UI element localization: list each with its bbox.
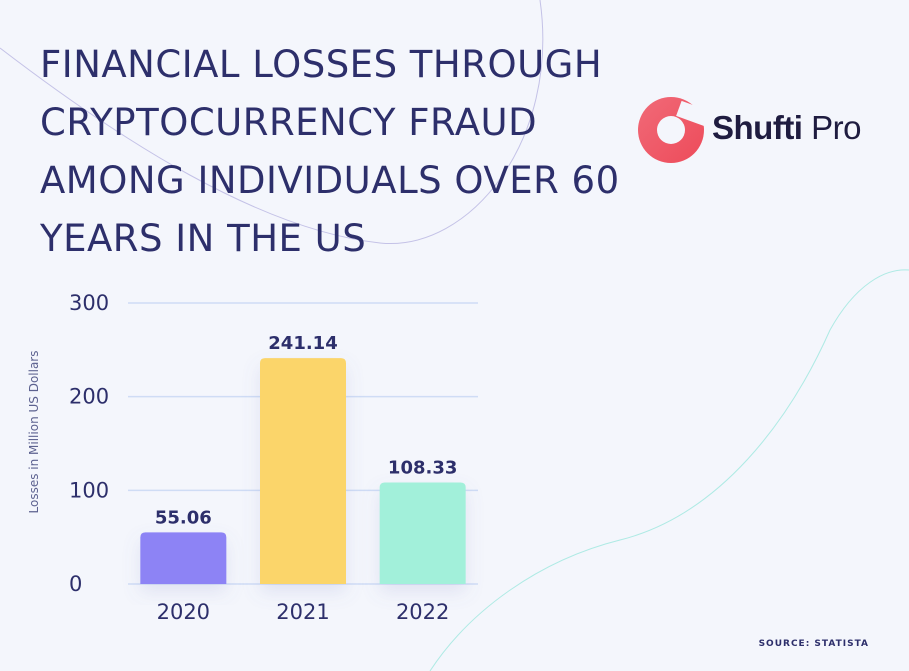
bar-2020 <box>140 532 227 584</box>
source-note: SOURCE: STATISTA <box>758 639 869 649</box>
y-tick-label: 100 <box>69 478 109 502</box>
bars <box>140 358 466 584</box>
bar-2022 <box>379 482 466 584</box>
y-tick-label: 200 <box>69 385 109 409</box>
brand-logo: Shufti Pro <box>638 97 878 163</box>
decorative-curve <box>0 0 544 244</box>
brand-name: Shufti Pro <box>712 109 862 147</box>
x-tick-label: 2021 <box>276 600 329 624</box>
value-label: 55.06 <box>155 507 212 528</box>
x-axis-labels: 2020 2021 2022 <box>157 600 450 624</box>
decorative-curve <box>429 269 909 671</box>
y-axis-label: Losses in Million US Dollars <box>27 351 41 514</box>
y-tick-label: 0 <box>69 572 82 596</box>
shufti-pro-logo-icon <box>638 97 704 163</box>
bar-2021 <box>260 358 346 584</box>
brand-name-light: Pro <box>811 109 862 146</box>
y-tick-label: 300 <box>69 291 109 315</box>
value-label: 241.14 <box>268 333 337 354</box>
brand-name-bold: Shufti <box>712 109 803 146</box>
value-label: 108.33 <box>388 458 457 479</box>
x-tick-label: 2022 <box>396 600 449 624</box>
x-tick-label: 2020 <box>157 600 210 624</box>
value-labels: 55.06 241.14 108.33 <box>155 333 458 528</box>
chart-title: FINANCIAL LOSSES THROUGH CRYPTOCURRENCY … <box>40 43 620 260</box>
y-axis-ticks: 0 100 200 300 <box>69 291 109 596</box>
